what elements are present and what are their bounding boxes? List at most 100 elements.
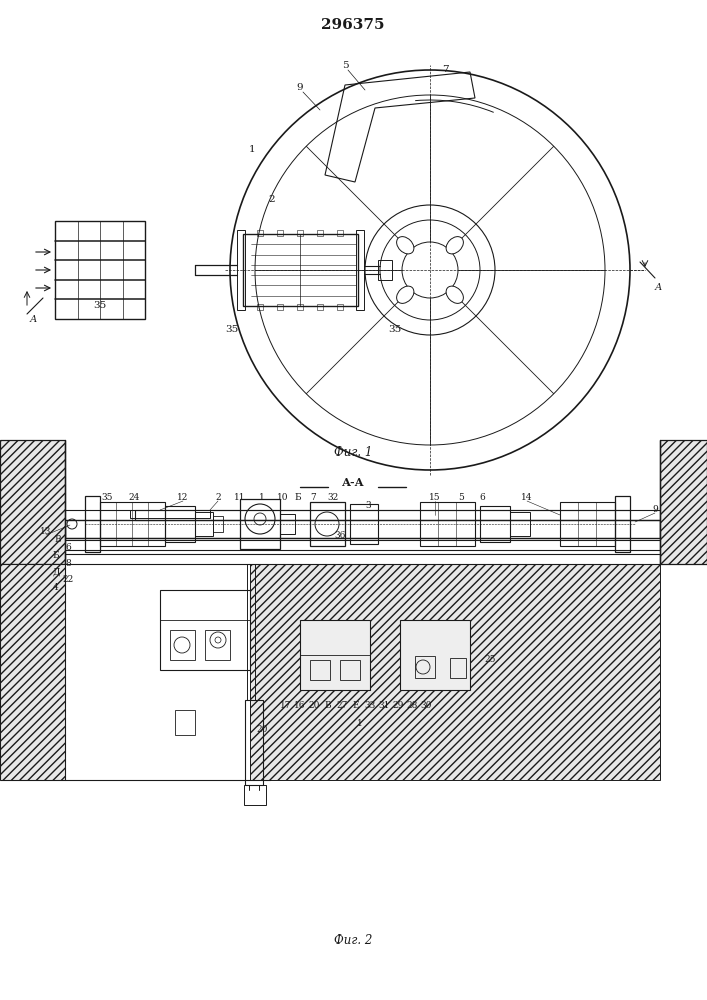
Text: 27: 27 [337, 700, 348, 710]
Text: А: А [29, 316, 37, 324]
Bar [337, 230, 343, 236]
Bar [205, 630, 230, 660]
Bar [317, 304, 323, 310]
Bar [170, 630, 195, 660]
Text: 33: 33 [364, 700, 375, 710]
Text: Б: Б [295, 493, 301, 502]
Bar [277, 304, 283, 310]
Bar [0, 440, 65, 564]
Text: 3: 3 [366, 500, 370, 510]
Bar [195, 512, 213, 536]
Text: 35: 35 [226, 326, 239, 334]
Bar [420, 502, 475, 546]
Text: В: В [54, 536, 62, 544]
Bar [65, 554, 660, 564]
Text: 17: 17 [280, 700, 292, 710]
Text: 24: 24 [128, 493, 140, 502]
Text: А: А [654, 284, 662, 292]
Bar [510, 512, 530, 536]
Text: Фиг. 1: Фиг. 1 [334, 446, 372, 458]
Bar [55, 221, 145, 319]
Text: 32: 32 [327, 493, 339, 502]
Bar [175, 710, 195, 735]
Bar [257, 230, 263, 236]
Bar [165, 506, 195, 542]
Bar [378, 260, 392, 280]
Bar [340, 660, 360, 680]
Text: 15: 15 [429, 493, 440, 502]
Text: 20: 20 [308, 700, 320, 710]
Text: 2: 2 [215, 493, 221, 502]
Text: 36: 36 [334, 530, 346, 540]
Text: 28: 28 [407, 700, 418, 710]
Text: 35: 35 [388, 326, 402, 334]
Bar [297, 304, 303, 310]
Text: 5: 5 [341, 60, 349, 70]
Text: 1: 1 [259, 493, 265, 502]
Text: 11: 11 [234, 493, 246, 502]
Bar [356, 230, 363, 310]
Bar [65, 540, 660, 550]
Ellipse shape [446, 286, 463, 303]
Text: 10: 10 [277, 493, 288, 502]
Ellipse shape [397, 237, 414, 254]
Text: Фиг. 2: Фиг. 2 [334, 934, 372, 946]
Text: 31: 31 [378, 700, 390, 710]
Bar [297, 230, 303, 236]
Text: 6: 6 [65, 544, 71, 552]
Text: 35: 35 [93, 300, 107, 310]
Bar [615, 496, 630, 552]
Text: 30: 30 [421, 700, 432, 710]
Bar [300, 620, 370, 690]
Text: 1: 1 [357, 720, 363, 728]
Bar [415, 656, 435, 678]
Bar [450, 658, 466, 678]
Bar [310, 502, 345, 546]
Bar [237, 230, 245, 310]
Bar [277, 230, 283, 236]
Bar [244, 785, 266, 805]
Bar [310, 660, 330, 680]
Bar [245, 700, 263, 785]
Bar [257, 304, 263, 310]
Bar [130, 510, 210, 518]
Bar [660, 440, 707, 564]
Bar [250, 564, 660, 780]
Bar [250, 564, 660, 780]
Bar [350, 504, 378, 544]
Text: 35: 35 [101, 493, 112, 502]
Text: 1: 1 [249, 145, 255, 154]
Text: 296375: 296375 [321, 18, 385, 32]
Text: 7: 7 [442, 66, 448, 75]
Text: 2: 2 [269, 196, 275, 205]
Bar [240, 499, 280, 549]
Bar [243, 234, 358, 306]
Bar [65, 520, 660, 538]
Bar [337, 304, 343, 310]
Bar [560, 502, 615, 546]
Text: 6: 6 [479, 493, 485, 502]
Text: 8: 8 [65, 560, 71, 568]
Text: Б: Б [53, 552, 59, 560]
Text: 25: 25 [484, 656, 496, 664]
Ellipse shape [397, 286, 414, 303]
Bar [213, 516, 223, 532]
Text: 4: 4 [53, 584, 59, 592]
Ellipse shape [446, 237, 463, 254]
Bar [280, 514, 295, 534]
Bar [317, 230, 323, 236]
Text: Е: Е [353, 700, 359, 710]
Text: 13: 13 [40, 528, 52, 536]
Text: 29: 29 [392, 700, 404, 710]
Bar [0, 564, 65, 780]
Text: Д: Д [52, 568, 59, 576]
Text: 22: 22 [62, 576, 74, 584]
Text: В: В [325, 700, 332, 710]
Bar [400, 620, 470, 690]
Bar [100, 502, 165, 546]
Text: 5: 5 [458, 493, 464, 502]
Text: 9: 9 [652, 506, 658, 514]
Text: 14: 14 [521, 493, 533, 502]
Text: 12: 12 [177, 493, 189, 502]
Bar [160, 590, 250, 670]
